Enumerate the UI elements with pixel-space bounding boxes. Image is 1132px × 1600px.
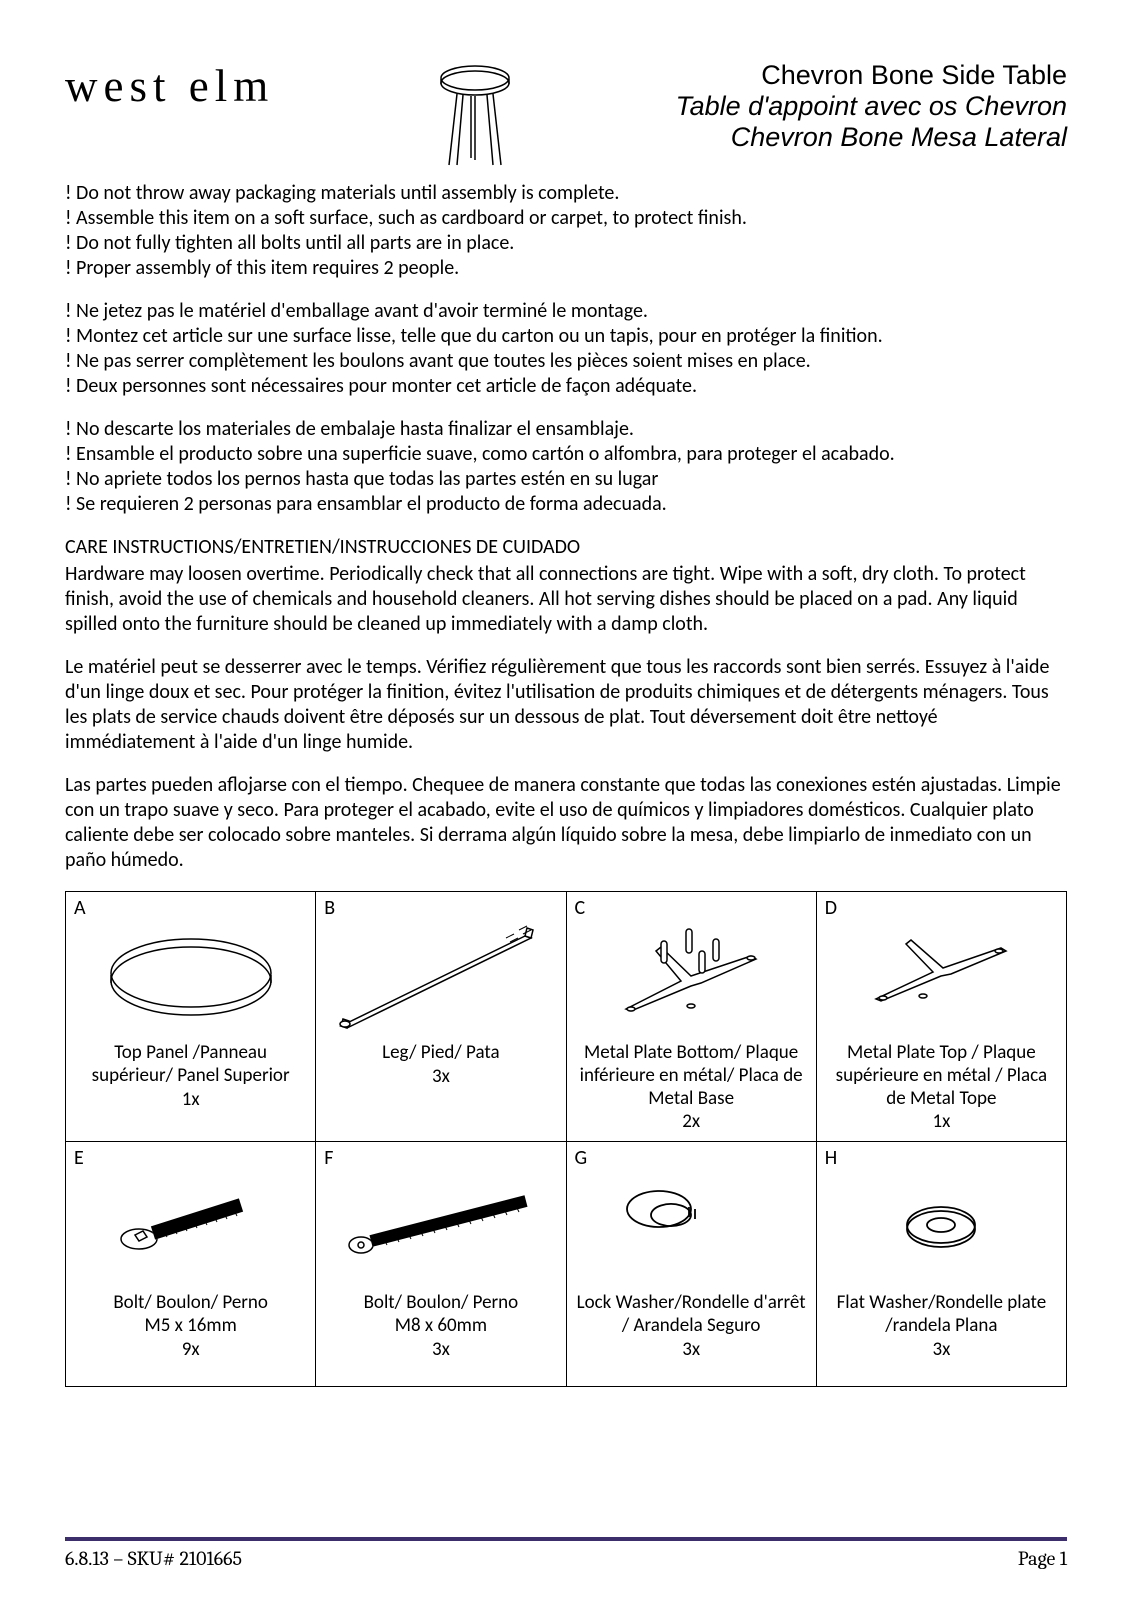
part-cell-c: C Metal Plate Bottom/ Plaque inférieure … — [567, 892, 817, 1142]
notes-fr: Ne jetez pas le matériel d'emballage ava… — [65, 299, 1067, 399]
care-es: Las partes pueden aflojarse con el tiemp… — [65, 773, 1067, 873]
notes-es: No descarte los materiales de embalaje h… — [65, 417, 1067, 517]
part-cell-h: H Flat Washer/Rondelle plate /randela Pl… — [817, 1142, 1067, 1387]
plate-top-icon — [827, 916, 1056, 1036]
note: Montez cet article sur une surface lisse… — [65, 324, 1067, 349]
plate-bottom-icon — [577, 916, 806, 1036]
footer-page: Page 1 — [1018, 1547, 1067, 1570]
note: No apriete todos los pernos hasta que to… — [65, 467, 1067, 492]
part-qty: 1x — [76, 1088, 305, 1111]
brand-logo: west elm — [65, 60, 274, 112]
care-en: Hardware may loosen overtime. Periodical… — [65, 562, 1067, 637]
part-qty: 2x — [577, 1110, 806, 1133]
part-letter: G — [575, 1146, 588, 1170]
part-qty: 3x — [827, 1338, 1056, 1361]
care-heading: CARE INSTRUCTIONS/ENTRETIEN/INSTRUCCIONE… — [65, 535, 1067, 560]
notes-en: Do not throw away packaging materials un… — [65, 181, 1067, 281]
note: Do not throw away packaging materials un… — [65, 181, 1067, 206]
part-label: Leg/ Pied/ Pata — [326, 1042, 555, 1065]
leg-icon — [326, 916, 555, 1036]
title-fr: Table d'appoint avec os Chevron — [676, 91, 1067, 122]
part-cell-f: F — [316, 1142, 566, 1387]
part-qty: 3x — [326, 1338, 555, 1361]
note: Proper assembly of this item requires 2 … — [65, 256, 1067, 281]
assembly-instruction-page: west elm Chevron Bone Side Table — [0, 0, 1132, 1600]
note: Assemble this item on a soft surface, su… — [65, 206, 1067, 231]
assembly-notes: Do not throw away packaging materials un… — [65, 181, 1067, 873]
part-qty: 3x — [577, 1338, 806, 1361]
bolt-short-icon — [76, 1166, 305, 1286]
note: Deux personnes sont nécessaires pour mon… — [65, 374, 1067, 399]
part-label: Flat Washer/Rondelle plate /randela Plan… — [827, 1292, 1056, 1338]
part-letter: A — [74, 896, 86, 920]
part-cell-d: D Metal Plate Top / Plaque supérieure en… — [817, 892, 1067, 1142]
note: Do not fully tighten all bolts until all… — [65, 231, 1067, 256]
part-qty: 3x — [326, 1065, 555, 1088]
part-cell-b: B Leg/ Pied/ Pata 3x — [316, 892, 566, 1142]
part-label: Metal Plate Top / Plaque supérieure en m… — [827, 1042, 1056, 1110]
flat-washer-icon — [827, 1166, 1056, 1286]
page-footer: 6.8.13 – SKU# 2101665 Page 1 — [65, 1537, 1067, 1570]
part-label: Lock Washer/Rondelle d'arrêt / Arandela … — [577, 1292, 806, 1338]
part-letter: C — [575, 896, 586, 920]
part-qty: 1x — [827, 1110, 1056, 1133]
footer-sku: 6.8.13 – SKU# 2101665 — [65, 1547, 242, 1570]
lock-washer-icon — [577, 1166, 806, 1286]
care-fr: Le matériel peut se desserrer avec le te… — [65, 655, 1067, 755]
part-letter: D — [825, 896, 837, 920]
part-letter: H — [825, 1146, 837, 1170]
part-cell-a: A Top Panel /Panneau supérieur/ Panel Su… — [66, 892, 316, 1142]
part-label: Bolt/ Boulon/ Perno M8 x 60mm — [326, 1292, 555, 1338]
part-letter: E — [74, 1146, 84, 1170]
parts-table: A Top Panel /Panneau supérieur/ Panel Su… — [65, 891, 1067, 1387]
part-letter: F — [324, 1146, 333, 1170]
note: Ne jetez pas le matériel d'emballage ava… — [65, 299, 1067, 324]
note: Ne pas serrer complètement les boulons a… — [65, 349, 1067, 374]
part-label: Metal Plate Bottom/ Plaque inférieure en… — [577, 1042, 806, 1110]
part-label: Bolt/ Boulon/ Perno M5 x 16mm — [76, 1292, 305, 1338]
title-es: Chevron Bone Mesa Lateral — [676, 122, 1067, 153]
part-qty: 9x — [76, 1338, 305, 1361]
part-cell-e: E — [66, 1142, 316, 1387]
part-label: Top Panel /Panneau supérieur/ Panel Supe… — [76, 1042, 305, 1088]
note: Se requieren 2 personas para ensamblar e… — [65, 492, 1067, 517]
bolt-long-icon — [326, 1166, 555, 1286]
note: Ensamble el producto sobre una superfici… — [65, 442, 1067, 467]
part-cell-g: G Lock Washer/Rondelle d'arrêt / Arandel… — [567, 1142, 817, 1387]
product-icon — [430, 60, 520, 175]
product-titles: Chevron Bone Side Table Table d'appoint … — [676, 60, 1067, 153]
note: No descarte los materiales de embalaje h… — [65, 417, 1067, 442]
title-en: Chevron Bone Side Table — [676, 60, 1067, 91]
part-letter: B — [324, 896, 335, 920]
top-panel-icon — [76, 916, 305, 1036]
header: west elm Chevron Bone Side Table — [65, 60, 1067, 175]
